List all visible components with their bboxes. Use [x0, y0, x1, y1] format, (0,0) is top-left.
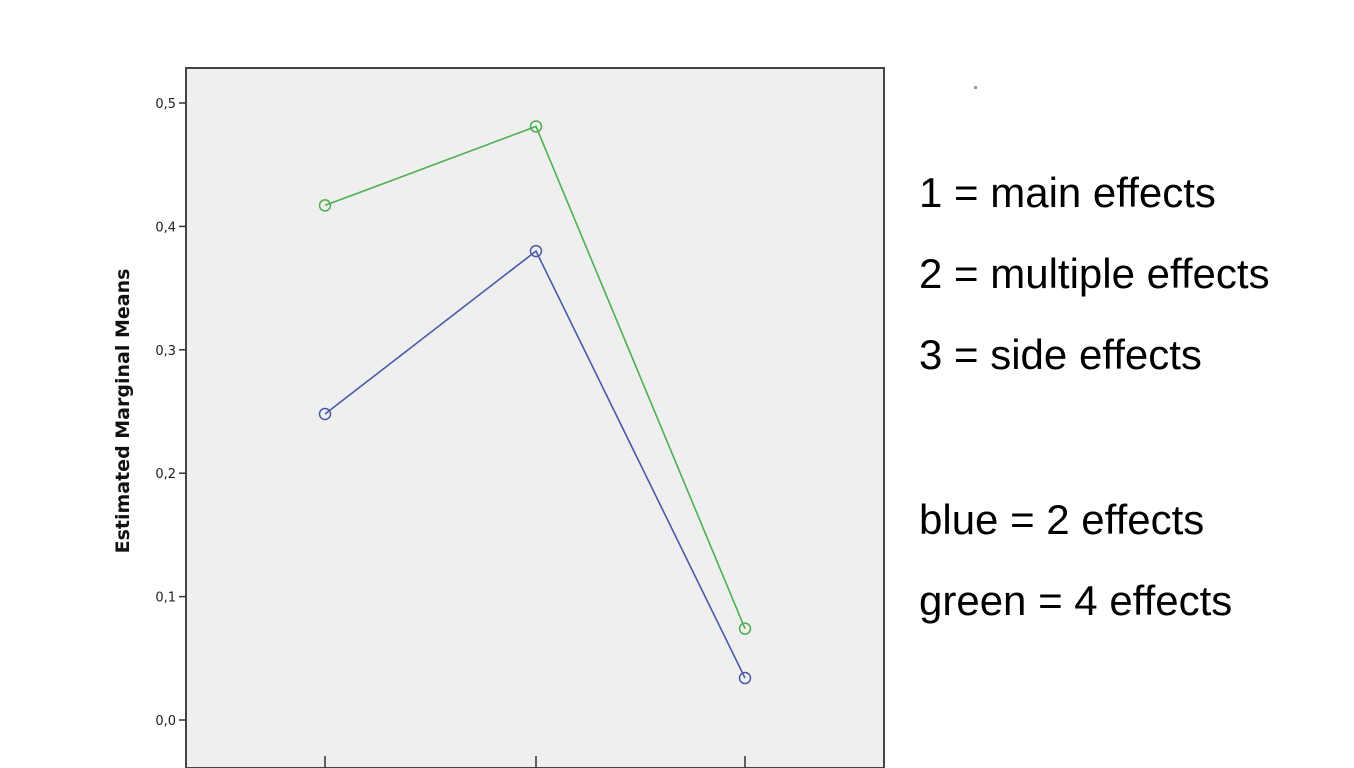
annotation-line-4: blue = 2 effects [919, 496, 1205, 543]
data-point [318, 407, 332, 421]
data-point [738, 622, 752, 635]
annotation-line-3: 3 = side effects [919, 331, 1202, 378]
annotation-line-5: green = 4 effects [919, 577, 1233, 624]
series-line-2 [324, 125, 746, 629]
annotation-line-2: 2 = multiple effects [919, 250, 1270, 297]
y-tick-label: 0,2 [155, 467, 176, 482]
series-line-1 [324, 249, 746, 679]
data-point [738, 671, 752, 685]
y-tick-label: 0,0 [155, 714, 176, 729]
plot-area [185, 67, 885, 768]
data-point [529, 244, 543, 258]
series-layer [318, 120, 752, 685]
y-axis: 0,0 0,1 0,2 0,3 0,4 0,5 [155, 97, 186, 729]
annotation-panel: 1 = main effects 2 = multiple effects 3 … [919, 0, 1349, 768]
data-point [318, 199, 332, 212]
y-tick-label: 0,3 [155, 344, 176, 359]
stray-mark [974, 86, 977, 89]
annotation-line-1: 1 = main effects [919, 169, 1216, 216]
x-axis [324, 756, 746, 768]
y-axis-title: Estimated Marginal Means [112, 269, 134, 554]
y-tick-label: 0,5 [155, 97, 176, 112]
y-tick-label: 0,4 [155, 220, 176, 235]
y-tick-label: 0,1 [155, 591, 176, 606]
data-point [529, 120, 543, 133]
